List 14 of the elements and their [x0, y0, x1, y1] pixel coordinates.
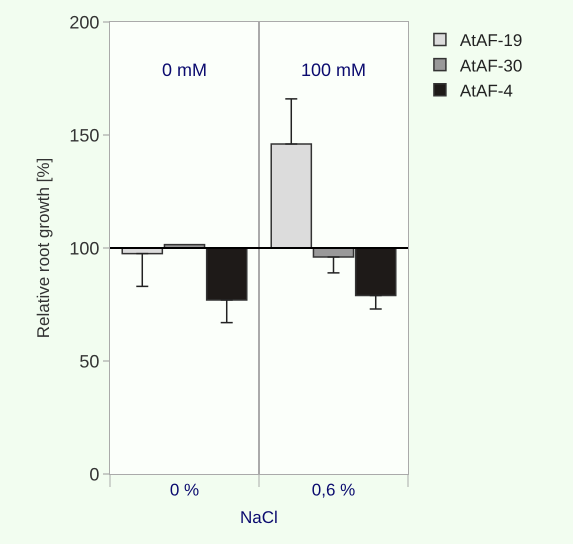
x-tick-label: 0,6 % [312, 480, 356, 500]
y-tick-label: 0 [89, 464, 100, 484]
text: 0 mM [162, 60, 207, 80]
y-tick-label: 50 [79, 351, 100, 372]
x-axis-title: NaCl [240, 508, 278, 527]
text: 100 mM [301, 60, 366, 80]
y-tick-label: 200 [69, 12, 100, 32]
legend-label: AtAF-30 [460, 56, 522, 76]
y-tick-label: 150 [69, 125, 100, 146]
legend-label: AtAF-19 [460, 31, 522, 50]
legend-label: AtAF-4 [460, 81, 513, 100]
y-axis-title: Relative root growth [%] [34, 158, 53, 338]
x-tick-label: 0 % [170, 480, 200, 500]
y-tick-label: 100 [69, 238, 100, 258]
